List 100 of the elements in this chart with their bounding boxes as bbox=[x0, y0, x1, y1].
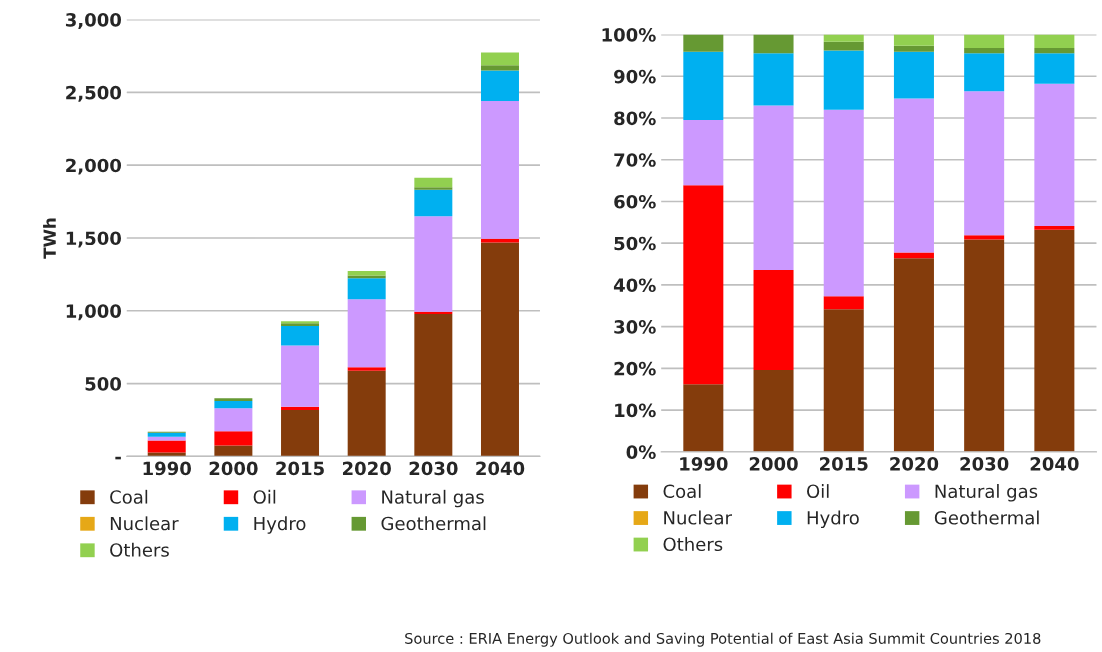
bar bbox=[753, 34, 794, 54]
bar bbox=[1034, 229, 1075, 452]
x-tick-label: 2000 bbox=[209, 461, 258, 476]
bar bbox=[823, 296, 864, 310]
bar bbox=[823, 34, 864, 42]
bar bbox=[414, 216, 453, 312]
bar bbox=[147, 452, 186, 457]
x-tick-label: 2020 bbox=[342, 461, 391, 476]
legend-label: Coal bbox=[663, 484, 701, 499]
bar bbox=[753, 370, 794, 452]
bar bbox=[414, 177, 453, 188]
bar bbox=[147, 436, 186, 441]
y-tick-label: 70% bbox=[614, 153, 656, 167]
bar bbox=[480, 65, 519, 71]
bar bbox=[347, 278, 386, 300]
legend-label: Oil bbox=[807, 484, 829, 499]
y-tick-label: 60% bbox=[614, 194, 656, 209]
legend-label: Others bbox=[110, 542, 169, 557]
legend-label: Hydro bbox=[807, 510, 859, 529]
bar bbox=[893, 258, 934, 452]
y-tick-label: 30% bbox=[614, 320, 656, 334]
bar bbox=[964, 239, 1005, 452]
bar bbox=[480, 70, 519, 102]
legend-label: Natural gas bbox=[935, 484, 1038, 502]
legend-label: Geothermal bbox=[381, 516, 486, 531]
bar bbox=[281, 406, 320, 411]
legend-label: Oil bbox=[253, 489, 276, 504]
y-tick-label: - bbox=[115, 456, 121, 460]
legend-label: Others bbox=[663, 537, 723, 552]
y-tick-label: 10% bbox=[615, 403, 656, 418]
bar bbox=[1034, 47, 1075, 54]
bar bbox=[964, 91, 1005, 236]
x-tick-label: 2030 bbox=[960, 457, 1009, 471]
bar bbox=[893, 45, 934, 52]
bar bbox=[414, 187, 453, 190]
bar bbox=[964, 235, 1005, 240]
bar bbox=[214, 445, 253, 457]
bar bbox=[347, 367, 386, 371]
x-tick-label: 2020 bbox=[890, 457, 939, 471]
bar bbox=[214, 408, 253, 432]
bar bbox=[214, 398, 253, 401]
y-tick-label: 100% bbox=[602, 28, 656, 42]
bar bbox=[893, 51, 934, 99]
bar bbox=[214, 400, 253, 409]
bar bbox=[147, 440, 186, 453]
y-tick-label: 0% bbox=[626, 445, 656, 459]
y-tick-label: 1,500 bbox=[66, 231, 122, 248]
bar bbox=[347, 270, 386, 276]
x-tick-label: 1990 bbox=[680, 457, 728, 471]
y-tick-label: 2,500 bbox=[66, 85, 122, 102]
legend-label: Nuclear bbox=[110, 516, 179, 531]
bar bbox=[964, 47, 1005, 54]
y-tick-label: 50% bbox=[614, 236, 656, 251]
y-tick-label: 90% bbox=[614, 69, 656, 84]
bar bbox=[753, 269, 794, 371]
y-tick-label: 40% bbox=[613, 278, 656, 293]
bar bbox=[753, 105, 794, 270]
bar bbox=[753, 53, 794, 106]
bar bbox=[893, 98, 934, 253]
x-tick-label: 2040 bbox=[1030, 457, 1079, 471]
bar bbox=[893, 252, 934, 259]
legend-label: Natural gas bbox=[382, 489, 484, 508]
legend-label: Coal bbox=[110, 489, 148, 504]
bar bbox=[823, 50, 864, 110]
bar bbox=[1034, 226, 1075, 230]
legend-label: Hydro bbox=[254, 516, 306, 534]
bar bbox=[414, 313, 453, 457]
y-tick-label: 500 bbox=[85, 377, 122, 391]
bar bbox=[683, 34, 724, 52]
y-tick-label: 1,000 bbox=[66, 304, 122, 321]
x-tick-label: 2000 bbox=[749, 457, 798, 471]
bar bbox=[281, 410, 320, 457]
bar bbox=[214, 431, 253, 446]
x-tick-label: 2030 bbox=[409, 461, 458, 476]
bar bbox=[683, 120, 724, 186]
bar bbox=[480, 242, 519, 457]
bar bbox=[1034, 34, 1075, 48]
y-axis-title: TWh bbox=[43, 218, 56, 259]
bar bbox=[683, 384, 724, 452]
legend-label: Nuclear bbox=[664, 510, 732, 525]
bar bbox=[823, 41, 864, 51]
bar bbox=[281, 325, 320, 346]
bar bbox=[893, 34, 934, 46]
bar bbox=[823, 109, 864, 297]
bar bbox=[683, 51, 724, 121]
x-tick-label: 1990 bbox=[143, 461, 191, 476]
bar bbox=[683, 185, 724, 385]
bar bbox=[964, 34, 1005, 48]
bar bbox=[823, 309, 864, 452]
bar bbox=[414, 189, 453, 217]
y-tick-label: 20% bbox=[614, 361, 656, 376]
bar bbox=[347, 370, 386, 457]
y-tick-label: 80% bbox=[614, 111, 656, 126]
bar bbox=[480, 52, 519, 66]
x-tick-label: 2015 bbox=[820, 457, 868, 471]
x-tick-label: 2040 bbox=[476, 461, 525, 476]
x-tick-label: 2015 bbox=[276, 461, 324, 476]
bar bbox=[281, 345, 320, 407]
bar bbox=[964, 53, 1005, 92]
bar bbox=[480, 101, 519, 239]
